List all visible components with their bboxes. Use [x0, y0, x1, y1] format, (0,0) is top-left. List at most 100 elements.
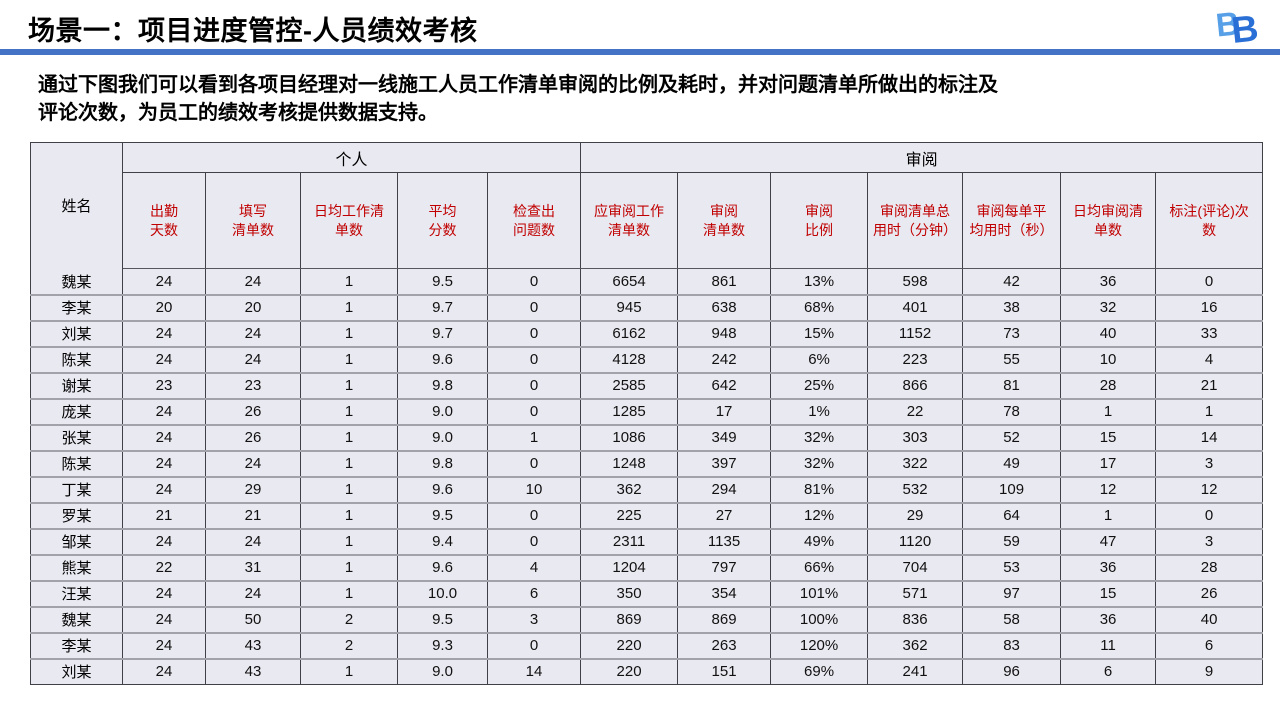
- data-cell: 4: [1155, 345, 1264, 373]
- data-cell: 24: [205, 268, 301, 295]
- data-cell: 241: [867, 657, 964, 685]
- data-cell: 151: [677, 657, 772, 685]
- group-header-0: 个人: [121, 142, 582, 173]
- data-cell: 43: [205, 631, 301, 659]
- table-row: 刘某 24 24 1 9.7 0 6162 948 15% 1152 73 40 33: [30, 319, 1264, 347]
- data-cell: 11: [1060, 631, 1157, 659]
- data-cell: 9.5: [397, 605, 488, 633]
- data-cell: 81%: [770, 475, 869, 503]
- data-cell: 31: [205, 553, 301, 581]
- name-cell: 张某: [30, 423, 123, 451]
- column-header-7: 审阅 比例: [770, 172, 869, 269]
- intro-line-1: 通过下图我们可以看到各项目经理对一线施工人员工作清单审阅的比例及耗时，并对问题清…: [38, 74, 998, 96]
- data-cell: 6162: [580, 319, 679, 347]
- data-cell: 3: [1155, 527, 1264, 555]
- data-cell: 598: [867, 268, 964, 295]
- table-row: 陈某 24 24 1 9.6 0 4128 242 6% 223 55 10 4: [30, 345, 1264, 373]
- data-cell: 101%: [770, 579, 869, 607]
- name-cell: 陈某: [30, 449, 123, 477]
- data-cell: 24: [122, 319, 206, 347]
- data-cell: 66%: [770, 553, 869, 581]
- column-header-5: 应审阅工作 清单数: [580, 172, 679, 269]
- data-cell: 55: [962, 345, 1062, 373]
- data-cell: 9.6: [397, 345, 488, 373]
- data-cell: 16: [1155, 293, 1264, 321]
- data-cell: 571: [867, 579, 964, 607]
- data-cell: 96: [962, 657, 1062, 685]
- column-header-8: 审阅清单总 用时（分钟）: [867, 172, 964, 269]
- data-cell: 1: [300, 423, 398, 451]
- data-cell: 220: [580, 631, 679, 659]
- table-row: 汪某 24 24 1 10.0 6 350 354 101% 571 97 15 26: [30, 579, 1264, 607]
- name-cell: 熊某: [30, 553, 123, 581]
- data-cell: 1: [300, 371, 398, 399]
- data-cell: 861: [677, 268, 772, 295]
- data-cell: 869: [580, 605, 679, 633]
- data-cell: 1: [300, 501, 398, 529]
- data-cell: 0: [486, 319, 582, 347]
- data-cell: 52: [962, 423, 1062, 451]
- name-column-header: 姓名: [30, 142, 123, 269]
- data-cell: 1: [300, 475, 398, 503]
- name-cell: 邹某: [30, 527, 123, 555]
- data-cell: 362: [867, 631, 964, 659]
- data-cell: 9.0: [397, 397, 488, 425]
- group-header-1: 审阅: [580, 142, 1264, 173]
- data-cell: 24: [122, 268, 206, 295]
- data-cell: 2311: [580, 527, 679, 555]
- data-cell: 948: [677, 319, 772, 347]
- table-row: 庞某 24 26 1 9.0 0 1285 17 1% 22 78 1 1: [30, 397, 1264, 425]
- data-cell: 1: [300, 397, 398, 425]
- data-cell: 17: [1060, 449, 1157, 477]
- data-cell: 14: [1155, 423, 1264, 451]
- name-cell: 魏某: [30, 605, 123, 633]
- data-cell: 362: [580, 475, 679, 503]
- table-row: 魏某 24 24 1 9.5 0 6654 861 13% 598 42 36 0: [30, 268, 1264, 295]
- data-cell: 24: [122, 345, 206, 373]
- data-cell: 9.0: [397, 657, 488, 685]
- data-cell: 36: [1060, 605, 1157, 633]
- intro-line-2: 评论次数，为员工的绩效考核提供数据支持。: [38, 102, 438, 124]
- data-cell: 642: [677, 371, 772, 399]
- name-cell: 刘某: [30, 657, 123, 685]
- data-cell: 0: [486, 449, 582, 477]
- data-cell: 1248: [580, 449, 679, 477]
- data-cell: 9.7: [397, 319, 488, 347]
- data-cell: 12: [1155, 475, 1264, 503]
- data-cell: 401: [867, 293, 964, 321]
- data-cell: 866: [867, 371, 964, 399]
- performance-table: 姓名 个人 审阅 出勤 天数 填写 清单数 日均工作清 单数 平均 分数 检查出 问题数 应审阅…: [30, 142, 1264, 685]
- data-cell: 23: [205, 371, 301, 399]
- intro-text: 通过下图我们可以看到各项目经理对一线施工人员工作清单审阅的比例及耗时，并对问题清…: [38, 71, 1248, 127]
- data-cell: 83: [962, 631, 1062, 659]
- data-cell: 24: [205, 319, 301, 347]
- data-cell: 303: [867, 423, 964, 451]
- data-cell: 9.3: [397, 631, 488, 659]
- name-cell: 李某: [30, 631, 123, 659]
- data-cell: 24: [205, 527, 301, 555]
- name-cell: 刘某: [30, 319, 123, 347]
- data-cell: 40: [1060, 319, 1157, 347]
- data-cell: 32%: [770, 449, 869, 477]
- data-cell: 81: [962, 371, 1062, 399]
- column-header-6: 审阅 清单数: [677, 172, 772, 269]
- data-cell: 532: [867, 475, 964, 503]
- data-cell: 58: [962, 605, 1062, 633]
- data-cell: 64: [962, 501, 1062, 529]
- table-container: 姓名 个人 审阅 出勤 天数 填写 清单数 日均工作清 单数 平均 分数 检查出 问题数 应审阅…: [30, 142, 1264, 685]
- data-cell: 9.8: [397, 449, 488, 477]
- data-cell: 3: [486, 605, 582, 633]
- column-header-11: 标注(评论)次 数: [1155, 172, 1264, 269]
- data-cell: 36: [1060, 553, 1157, 581]
- data-cell: 1: [300, 657, 398, 685]
- data-cell: 349: [677, 423, 772, 451]
- data-cell: 13%: [770, 268, 869, 295]
- data-cell: 220: [580, 657, 679, 685]
- data-cell: 0: [486, 397, 582, 425]
- data-cell: 40: [1155, 605, 1264, 633]
- data-cell: 0: [486, 371, 582, 399]
- data-cell: 24: [122, 397, 206, 425]
- data-cell: 24: [205, 449, 301, 477]
- data-cell: 1086: [580, 423, 679, 451]
- data-cell: 36: [1060, 268, 1157, 295]
